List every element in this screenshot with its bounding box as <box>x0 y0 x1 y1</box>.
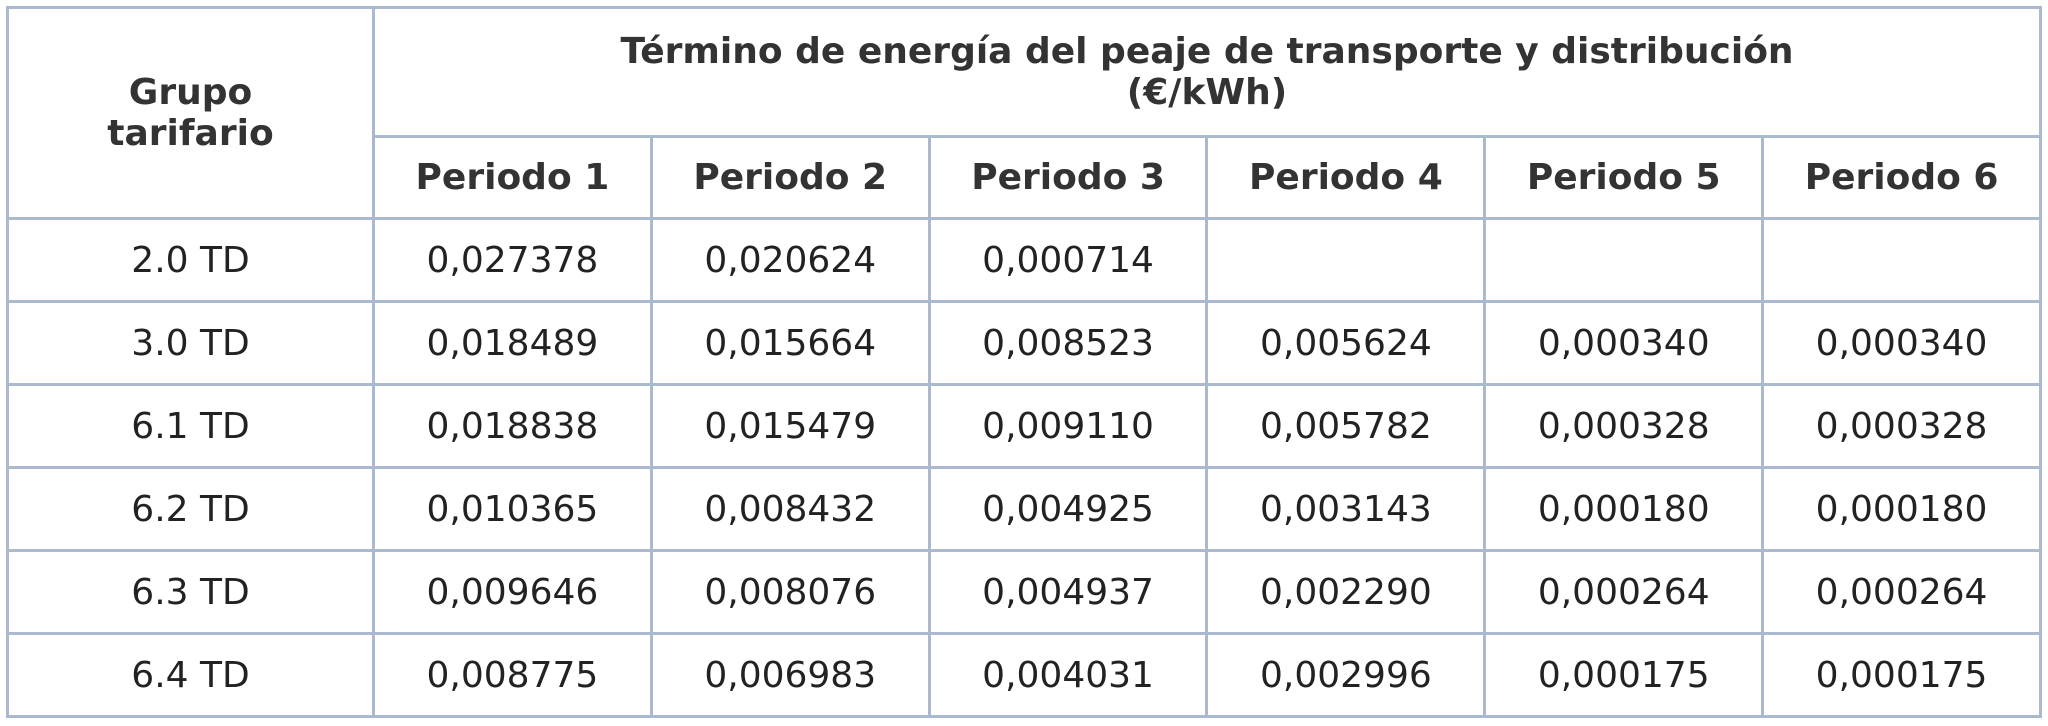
value-cell: 0,006983 <box>649 632 931 718</box>
group-cell: 6.4 TD <box>6 632 375 718</box>
table-row: 6.4 TD 0,008775 0,006983 0,004031 0,002996 0,… <box>6 632 2042 718</box>
value-cell: 0,004925 <box>927 466 1209 552</box>
value-cell: 0,008775 <box>372 632 653 718</box>
value-cell: 0,008523 <box>927 300 1209 386</box>
group-cell: 3.0 TD <box>6 300 375 386</box>
table-row: 6.1 TD 0,018838 0,015479 0,009110 0,005782 0,… <box>6 383 2042 469</box>
empty-cell <box>1205 217 1487 303</box>
value-cell: 0,000328 <box>1483 383 1765 469</box>
period-header: Periodo 6 <box>1761 135 2042 220</box>
value-cell: 0,005782 <box>1205 383 1487 469</box>
table-body: 2.0 TD 0,027378 0,020624 0,000714 3.0 TD 0,01… <box>6 217 2042 718</box>
value-cell: 0,004031 <box>927 632 1209 718</box>
empty-cell <box>1483 217 1765 303</box>
group-cell: 2.0 TD <box>6 217 375 303</box>
group-header-text: Grupo tarifario <box>107 72 274 154</box>
period-header: Periodo 1 <box>372 135 653 220</box>
group-cell: 6.1 TD <box>6 383 375 469</box>
unit: (€/kWh) <box>1126 72 1288 113</box>
value-cell: 0,020624 <box>649 217 931 303</box>
value-cell: 0,000340 <box>1483 300 1765 386</box>
group-header: Grupo tarifario <box>6 6 375 220</box>
value-cell: 0,000340 <box>1761 300 2042 386</box>
group-cell: 6.2 TD <box>6 466 375 552</box>
period-header: Periodo 4 <box>1205 135 1487 220</box>
value-cell: 0,000264 <box>1483 549 1765 635</box>
value-cell: 0,002996 <box>1205 632 1487 718</box>
value-cell: 0,004937 <box>927 549 1209 635</box>
period-header: Periodo 2 <box>649 135 931 220</box>
value-cell: 0,018489 <box>372 300 653 386</box>
value-cell: 0,000180 <box>1483 466 1765 552</box>
value-cell: 0,005624 <box>1205 300 1487 386</box>
tariff-table: Grupo tarifario Término de energía del p… <box>6 6 2042 718</box>
period-header: Periodo 5 <box>1483 135 1765 220</box>
value-cell: 0,000175 <box>1761 632 2042 718</box>
period-header: Periodo 3 <box>927 135 1209 220</box>
value-cell: 0,000180 <box>1761 466 2042 552</box>
value-cell: 0,000264 <box>1761 549 2042 635</box>
value-cell: 0,008432 <box>649 466 931 552</box>
value-cell: 0,010365 <box>372 466 653 552</box>
table-row: 2.0 TD 0,027378 0,020624 0,000714 <box>6 217 2042 303</box>
value-cell: 0,008076 <box>649 549 931 635</box>
value-cell: 0,015479 <box>649 383 931 469</box>
title-header: Término de energía del peaje de transpor… <box>372 6 2042 138</box>
value-cell: 0,000175 <box>1483 632 1765 718</box>
period-row: Periodo 1 Periodo 2 Periodo 3 Periodo 4 Peri… <box>8 135 2042 220</box>
value-cell: 0,002290 <box>1205 549 1487 635</box>
empty-cell <box>1761 217 2042 303</box>
table-row: 6.3 TD 0,009646 0,008076 0,004937 0,002290 0,… <box>6 549 2042 635</box>
value-cell: 0,009646 <box>372 549 653 635</box>
group-cell: 6.3 TD <box>6 549 375 635</box>
value-cell: 0,015664 <box>649 300 931 386</box>
title: Término de energía del peaje de transpor… <box>620 30 1794 72</box>
value-cell: 0,000328 <box>1761 383 2042 469</box>
value-cell: 0,000714 <box>927 217 1209 303</box>
table-row: 6.2 TD 0,010365 0,008432 0,004925 0,003143 0,… <box>6 466 2042 552</box>
value-cell: 0,003143 <box>1205 466 1487 552</box>
value-cell: 0,018838 <box>372 383 653 469</box>
value-cell: 0,009110 <box>927 383 1209 469</box>
value-cell: 0,027378 <box>372 217 653 303</box>
table-row: 3.0 TD 0,018489 0,015664 0,008523 0,005624 0,… <box>6 300 2042 386</box>
